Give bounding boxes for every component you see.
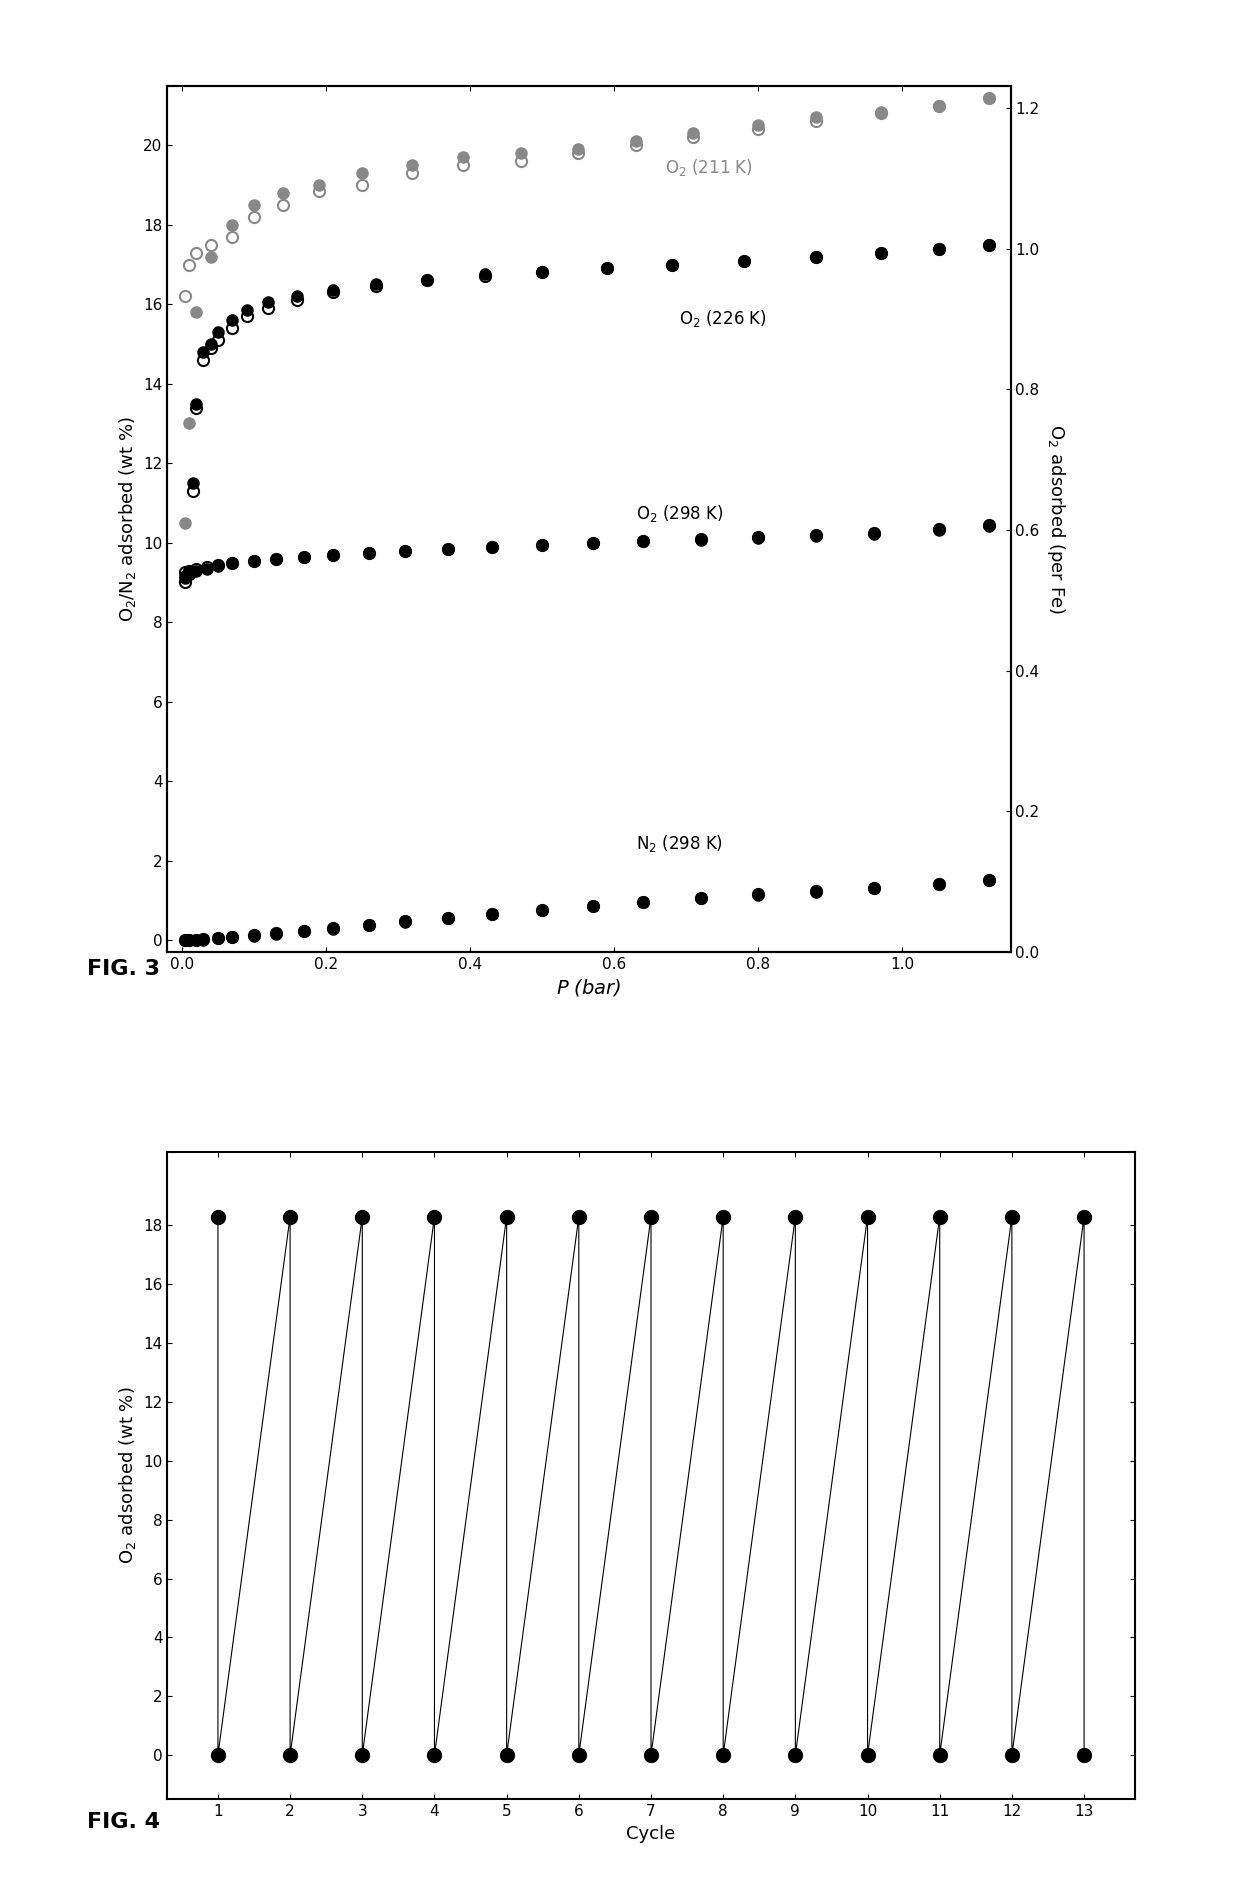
Text: FIG. 3: FIG. 3 bbox=[87, 960, 160, 979]
Text: O$_2$ (226 K): O$_2$ (226 K) bbox=[680, 308, 768, 329]
X-axis label: $P$ (bar): $P$ (bar) bbox=[557, 977, 621, 998]
Text: O$_2$ (211 K): O$_2$ (211 K) bbox=[665, 158, 753, 179]
Y-axis label: O$_2$/N$_2$ adsorbed (wt %): O$_2$/N$_2$ adsorbed (wt %) bbox=[117, 415, 138, 623]
Y-axis label: O$_2$ adsorbed (per Fe): O$_2$ adsorbed (per Fe) bbox=[1045, 425, 1068, 613]
Text: O$_2$ (298 K): O$_2$ (298 K) bbox=[636, 503, 723, 524]
Y-axis label: O$_2$ adsorbed (wt %): O$_2$ adsorbed (wt %) bbox=[117, 1386, 138, 1565]
Text: FIG. 4: FIG. 4 bbox=[87, 1813, 160, 1832]
Text: N$_2$ (298 K): N$_2$ (298 K) bbox=[636, 832, 723, 853]
X-axis label: Cycle: Cycle bbox=[626, 1824, 676, 1843]
